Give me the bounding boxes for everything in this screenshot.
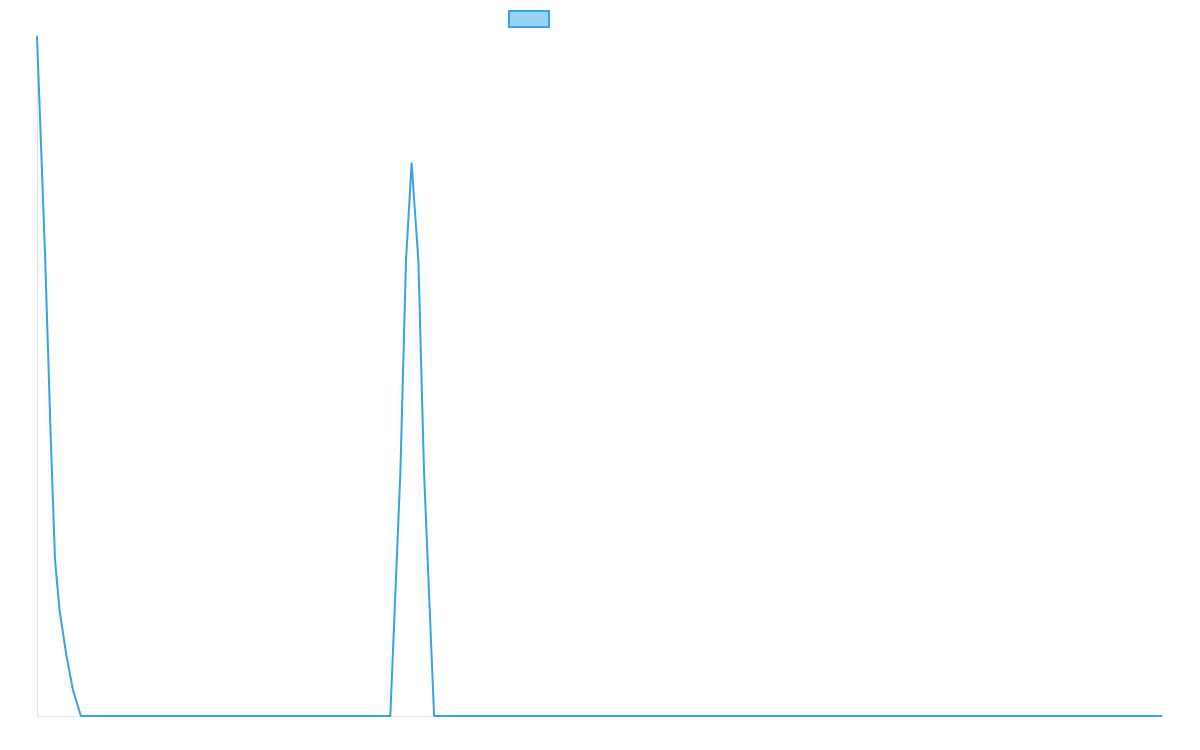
data-point[interactable] <box>403 257 409 263</box>
data-point[interactable] <box>42 247 48 253</box>
data-point[interactable] <box>70 687 76 693</box>
data-point[interactable] <box>387 713 393 719</box>
data-point[interactable] <box>409 160 415 166</box>
data-point[interactable] <box>34 33 40 39</box>
legend[interactable] <box>508 10 556 28</box>
data-point[interactable] <box>63 652 69 658</box>
data-point[interactable] <box>397 468 403 474</box>
data-point[interactable] <box>52 557 58 563</box>
legend-swatch[interactable] <box>508 10 550 28</box>
data-point[interactable] <box>78 713 84 719</box>
data-point[interactable] <box>421 468 427 474</box>
data-point[interactable] <box>415 257 421 263</box>
series-layer <box>34 33 1165 719</box>
data-point[interactable] <box>48 427 54 433</box>
data-point[interactable] <box>1159 713 1165 719</box>
series-line-0 <box>36 35 1162 717</box>
data-point[interactable] <box>431 713 437 719</box>
data-point[interactable] <box>57 607 63 613</box>
